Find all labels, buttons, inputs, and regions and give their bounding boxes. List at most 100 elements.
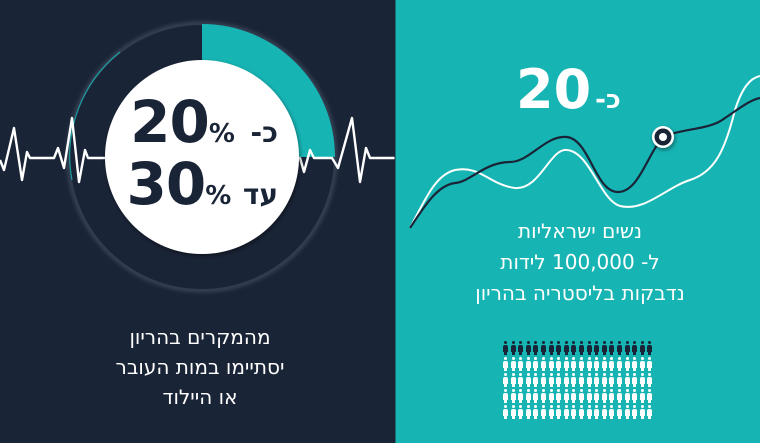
woman-figure-icon: [563, 357, 571, 371]
figure-row: [502, 341, 657, 357]
woman-figure-icon: [646, 405, 654, 419]
woman-figure-icon: [639, 357, 647, 371]
woman-figure-icon: [624, 373, 632, 387]
right-caption-line: נשים ישראליות: [517, 219, 642, 243]
woman-figure-icon: [578, 357, 586, 371]
woman-figure-icon: [570, 405, 578, 419]
woman-figure-icon: [532, 341, 540, 355]
woman-figure-icon: [502, 405, 510, 419]
figure-row: [502, 373, 657, 389]
woman-figure-icon: [646, 373, 654, 387]
woman-figure-icon: [616, 341, 624, 355]
woman-figure-icon: [532, 389, 540, 403]
woman-figure-icon: [540, 341, 548, 355]
woman-figure-icon: [608, 341, 616, 355]
woman-figure-icon: [532, 405, 540, 419]
woman-figure-icon: [525, 373, 533, 387]
woman-figure-icon: [631, 341, 639, 355]
left-caption-line: מהמקרים בהריון: [129, 325, 271, 349]
woman-figure-icon: [593, 373, 601, 387]
right-caption-line: נדבקות בליסטריה בהריון: [475, 281, 685, 305]
woman-figure-icon: [646, 389, 654, 403]
woman-figure-icon: [548, 373, 556, 387]
woman-figure-icon: [510, 389, 518, 403]
woman-figure-icon: [631, 357, 639, 371]
woman-figure-icon: [532, 357, 540, 371]
stat-line-1-prefix: כ-: [250, 116, 278, 149]
woman-figure-icon: [631, 389, 639, 403]
woman-figure-icon: [525, 341, 533, 355]
woman-figure-icon: [502, 341, 510, 355]
donut-center-disc: [105, 60, 299, 254]
stat-line-2-prefix: עד: [242, 178, 278, 211]
woman-figure-icon: [616, 405, 624, 419]
woman-figure-icon: [525, 405, 533, 419]
stat-line-1-percent: %: [208, 119, 235, 149]
woman-figure-icon: [639, 405, 647, 419]
trend-line-white: [409, 75, 760, 229]
right-headline: 20 כ-: [516, 58, 621, 121]
woman-figure-icon: [624, 389, 632, 403]
woman-figure-icon: [540, 389, 548, 403]
right-headline-number: 20: [516, 58, 592, 121]
figure-grid: [502, 341, 657, 421]
woman-figure-icon: [608, 405, 616, 419]
trend-marker-inner: [659, 133, 667, 141]
woman-figure-icon: [593, 357, 601, 371]
woman-figure-icon: [563, 341, 571, 355]
woman-figure-icon: [624, 341, 632, 355]
woman-figure-icon: [510, 341, 518, 355]
woman-figure-icon: [563, 405, 571, 419]
woman-figure-icon: [540, 357, 548, 371]
woman-figure-icon: [586, 405, 594, 419]
woman-figure-icon: [601, 389, 609, 403]
woman-figure-icon: [510, 405, 518, 419]
woman-figure-icon: [555, 405, 563, 419]
woman-figure-icon: [578, 405, 586, 419]
woman-figure-icon: [502, 373, 510, 387]
woman-figure-icon: [525, 389, 533, 403]
woman-figure-icon: [578, 373, 586, 387]
woman-figure-icon: [624, 357, 632, 371]
woman-figure-icon: [540, 405, 548, 419]
woman-figure-icon: [639, 373, 647, 387]
figure-row: [502, 405, 657, 421]
woman-figure-icon: [570, 341, 578, 355]
woman-figure-icon: [616, 389, 624, 403]
woman-figure-icon: [608, 389, 616, 403]
woman-figure-icon: [593, 341, 601, 355]
figure-row: [502, 389, 657, 405]
woman-figure-icon: [517, 341, 525, 355]
stat-line-1-number: 20: [130, 88, 210, 156]
woman-figure-icon: [563, 373, 571, 387]
woman-figure-icon: [578, 389, 586, 403]
woman-figure-icon: [601, 357, 609, 371]
woman-figure-icon: [555, 389, 563, 403]
stat-line-2-percent: %: [205, 181, 232, 211]
left-caption: מהמקרים בהריון יסתיימו במות העובר או היי…: [40, 322, 360, 412]
woman-figure-icon: [608, 373, 616, 387]
woman-figure-icon: [646, 341, 654, 355]
donut-accent-arc: [69, 51, 121, 181]
woman-figure-icon: [555, 373, 563, 387]
woman-figure-icon: [570, 357, 578, 371]
woman-figure-icon: [563, 389, 571, 403]
left-caption-line: יסתיימו במות העובר: [115, 355, 285, 379]
woman-figure-icon: [639, 389, 647, 403]
left-caption-line: או היילוד: [162, 385, 238, 409]
right-panel: [395, 0, 760, 443]
woman-figure-icon: [502, 357, 510, 371]
woman-figure-icon: [616, 357, 624, 371]
woman-figure-icon: [586, 373, 594, 387]
right-caption-line: ל- 100,000 לידות: [500, 250, 660, 274]
woman-figure-icon: [631, 373, 639, 387]
stat-line-2: עד %30: [125, 150, 278, 218]
woman-figure-icon: [555, 357, 563, 371]
woman-figure-icon: [601, 405, 609, 419]
woman-figure-icon: [639, 341, 647, 355]
trend-line-navy: [409, 96, 760, 229]
woman-figure-icon: [540, 373, 548, 387]
heartbeat-line-icon: [0, 116, 395, 184]
woman-figure-icon: [578, 341, 586, 355]
